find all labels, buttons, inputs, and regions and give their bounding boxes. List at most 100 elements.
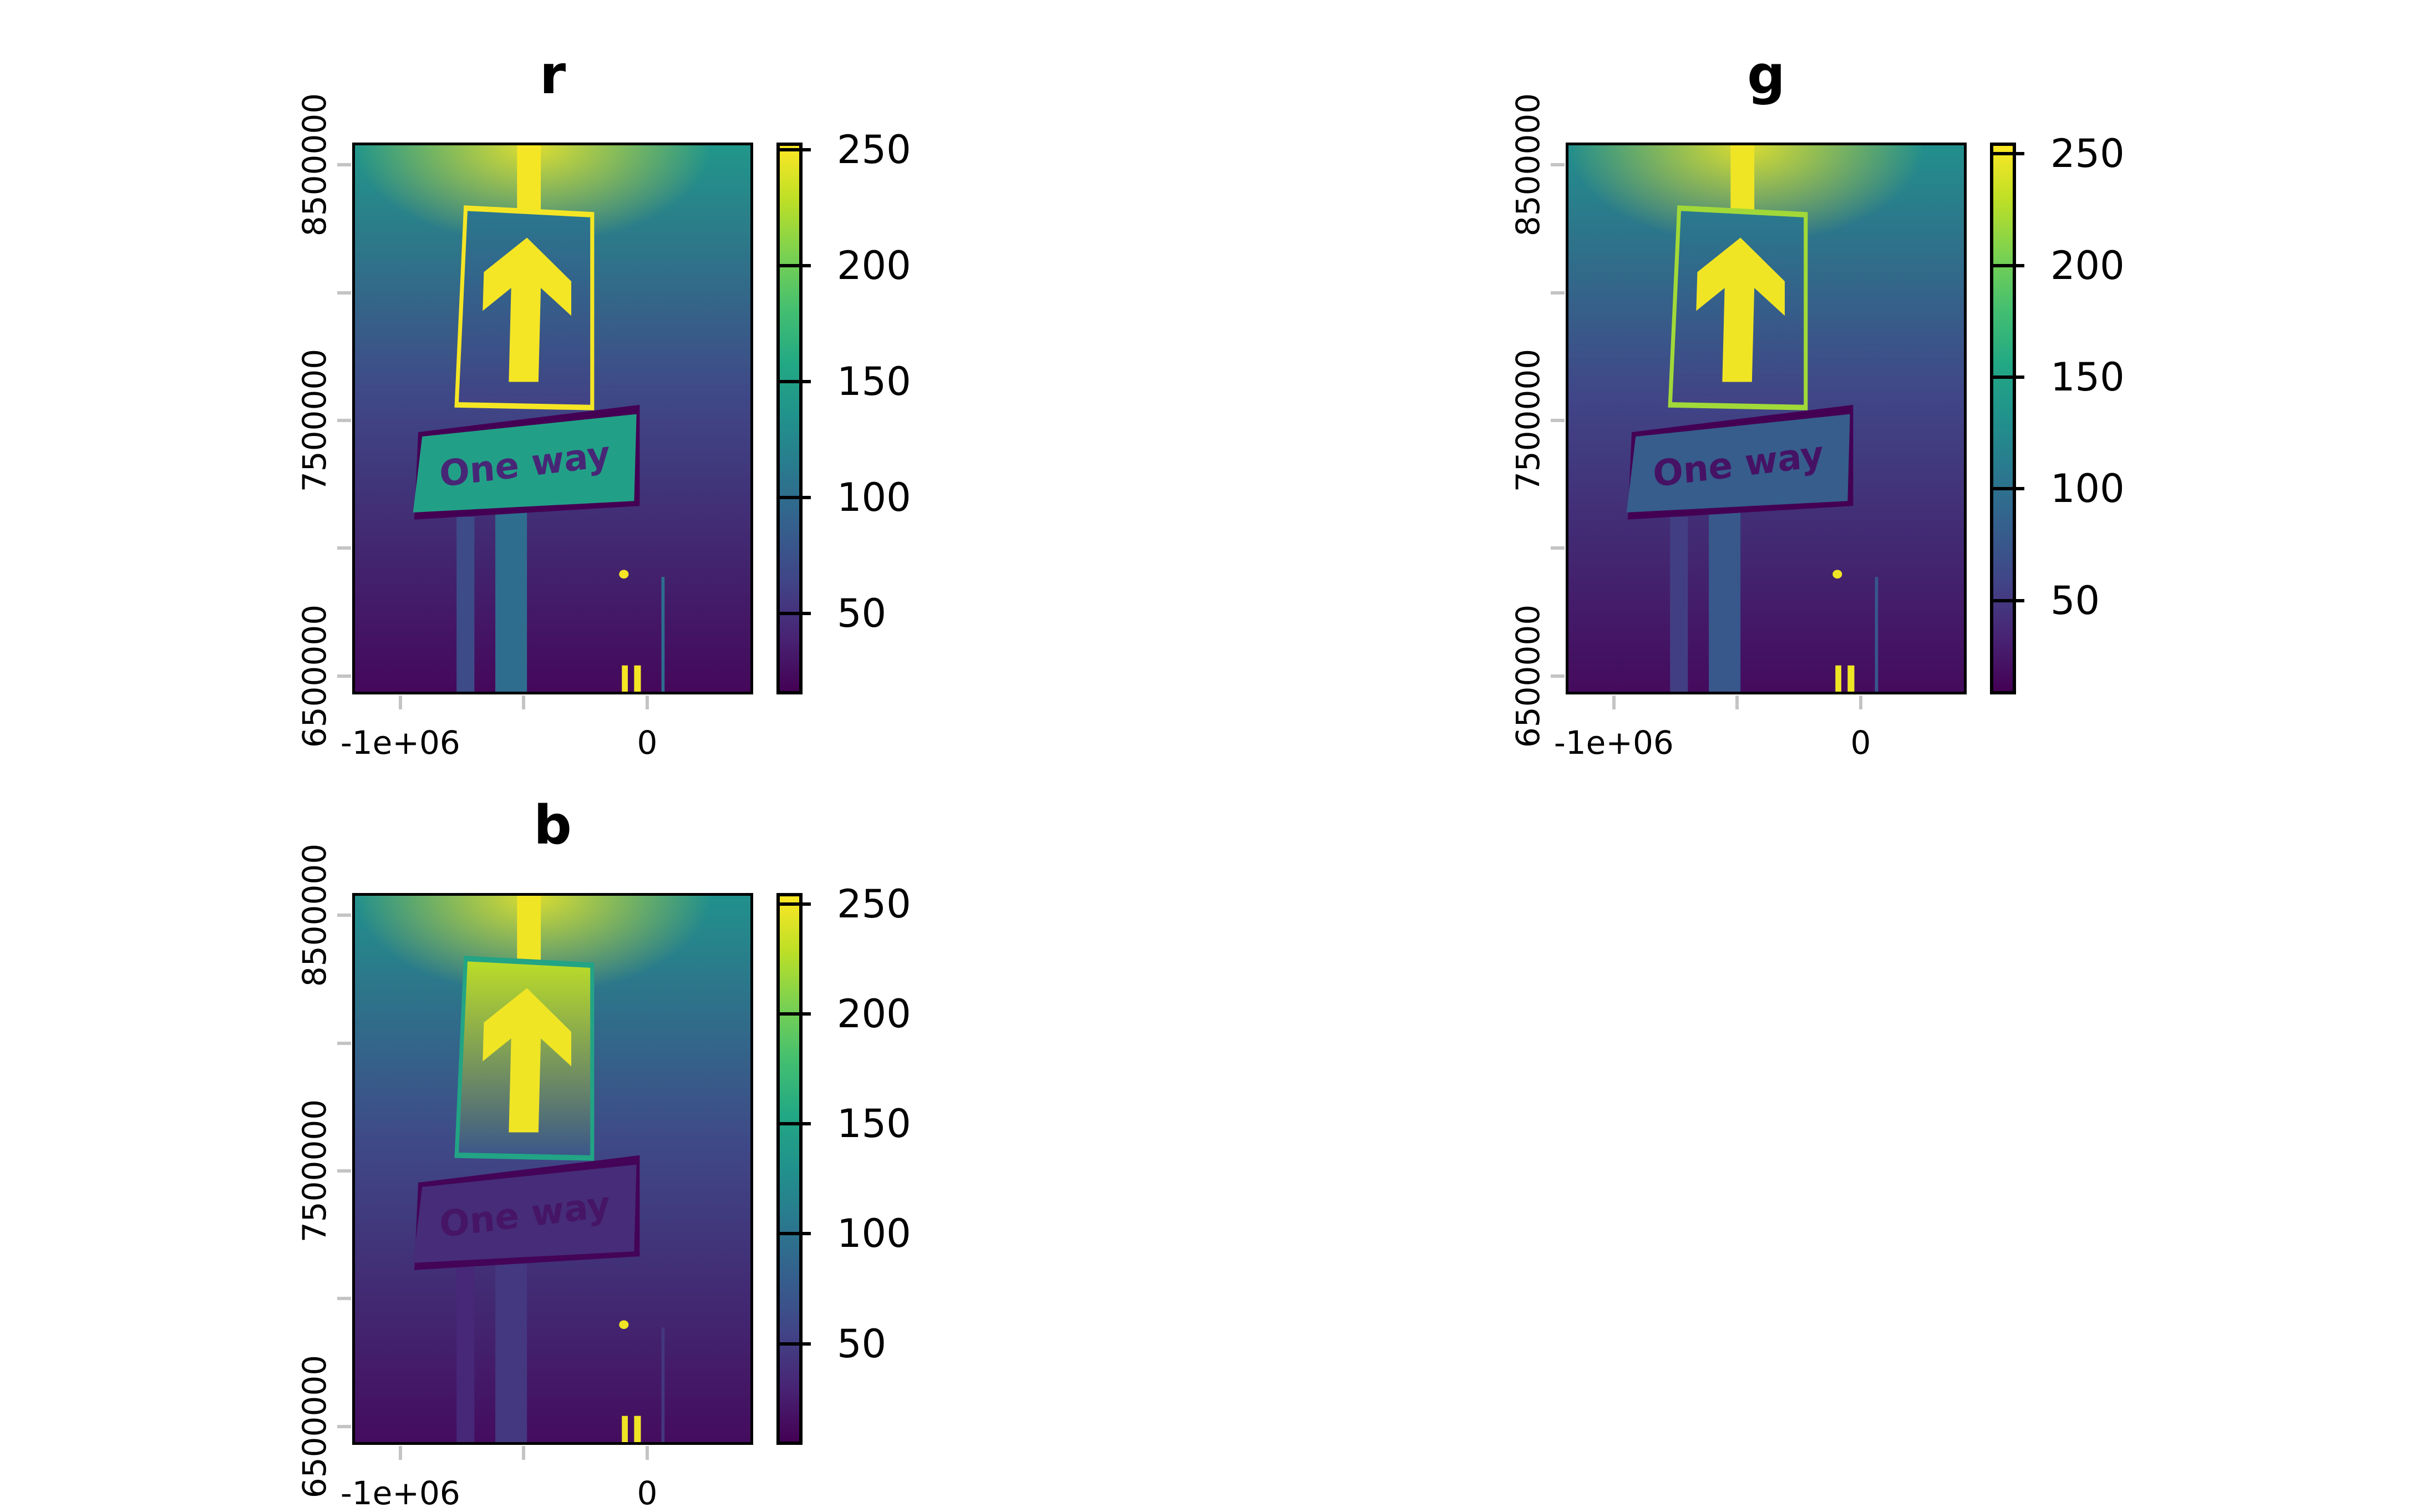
lamp-post [661,1327,665,1442]
y-tick [337,163,351,167]
colorbar-tick-label: 150 [837,358,911,404]
y-tick-label: 7500000 [1509,348,1547,493]
y-tick [337,914,351,917]
sign-arrow [1696,237,1785,382]
x-tick [522,696,526,709]
raster-image: One way [352,143,753,694]
upper-pole [517,145,541,217]
lamp-post [1875,577,1878,692]
y-tick-label: 6500000 [296,1354,333,1498]
street-light [1832,570,1842,579]
colorbar [776,893,803,1445]
x-tick-label: 0 [637,1474,658,1512]
y-tick [1551,163,1565,167]
x-tick [522,1446,526,1460]
y-tick [1551,674,1565,678]
y-tick [337,291,351,295]
lower-pole [495,506,527,692]
upper-pole [1730,145,1755,217]
y-tick-label: 7500000 [296,1099,333,1243]
colorbar-tick-label: 150 [2050,354,2125,400]
y-tick [337,1041,351,1045]
y-tick-label: 6500000 [296,604,333,748]
window-light [1847,665,1855,692]
y-tick [1551,291,1565,295]
colorbar-tick-label: 100 [2050,466,2125,512]
window-light [634,1415,641,1442]
y-tick-label: 8500000 [1509,93,1547,237]
colorbar-tick [776,495,811,499]
colorbar-tick [776,1012,811,1016]
colorbar-tick [1990,487,2024,491]
lower-pole [1709,506,1741,692]
sign-arrow [483,988,572,1133]
colorbar-tick [776,611,811,615]
colorbar-tick-label: 50 [2050,577,2100,623]
y-tick [337,546,351,550]
x-tick-label: 0 [1850,724,1871,762]
plate [413,1164,637,1263]
y-tick [1551,546,1565,550]
colorbar-tick-label: 50 [837,590,887,636]
left-pole [456,1267,475,1442]
colorbar [776,143,803,694]
window-light [634,665,641,692]
x-tick [646,1446,649,1460]
x-tick [646,696,649,709]
x-tick-label: -1e+06 [340,724,460,762]
y-tick [337,418,351,422]
plot-title: g [1747,44,1785,106]
colorbar-tick-label: 200 [837,991,911,1037]
y-tick [337,674,351,678]
window-light [622,665,628,692]
colorbar-tick-label: 200 [837,242,911,288]
colorbar-tick-label: 250 [837,126,911,172]
x-tick-label: -1e+06 [1553,724,1674,762]
raster-image: One way [1566,143,1967,694]
y-tick-label: 8500000 [296,843,333,987]
colorbar-tick-label: 200 [2050,242,2125,288]
colorbar-tick-label: 150 [837,1101,911,1147]
colorbar-tick-label: 250 [2050,131,2125,177]
colorbar-tick-label: 250 [837,881,911,927]
y-tick [1551,418,1565,422]
y-tick-label: 6500000 [1509,604,1547,748]
colorbar-tick-label: 100 [837,474,911,520]
left-pole [1670,516,1688,692]
y-tick [337,1169,351,1173]
colorbar-tick [776,379,811,383]
x-tick [1859,696,1862,709]
x-tick [398,1446,402,1460]
plate [1626,414,1850,513]
colorbar-tick [776,902,811,906]
colorbar-tick [1990,263,2024,267]
x-tick [1735,696,1739,709]
x-tick-label: 0 [637,724,658,762]
x-tick [1612,696,1616,709]
lower-pole [495,1256,527,1442]
colorbar-tick [776,1122,811,1126]
colorbar-tick [776,148,811,151]
colorbar-tick [776,1342,811,1346]
y-tick-label: 8500000 [296,93,333,237]
colorbar [1990,143,2016,694]
street-light [619,570,629,579]
colorbar-tick [776,1232,811,1236]
raster-image: One way [352,893,753,1445]
plot-title: r [539,44,566,106]
colorbar-tick-label: 50 [837,1321,887,1367]
window-light [622,1415,628,1442]
colorbar-tick [1990,152,2024,156]
plate [413,414,637,513]
upper-pole [517,896,541,967]
y-tick-label: 7500000 [296,348,333,493]
lamp-post [661,577,665,692]
street-light [619,1320,629,1330]
x-tick [398,696,402,709]
left-pole [456,516,475,692]
window-light [1835,665,1841,692]
sign-arrow [483,237,572,382]
y-tick [337,1297,351,1301]
x-tick-label: -1e+06 [340,1474,460,1512]
y-tick [337,1424,351,1428]
